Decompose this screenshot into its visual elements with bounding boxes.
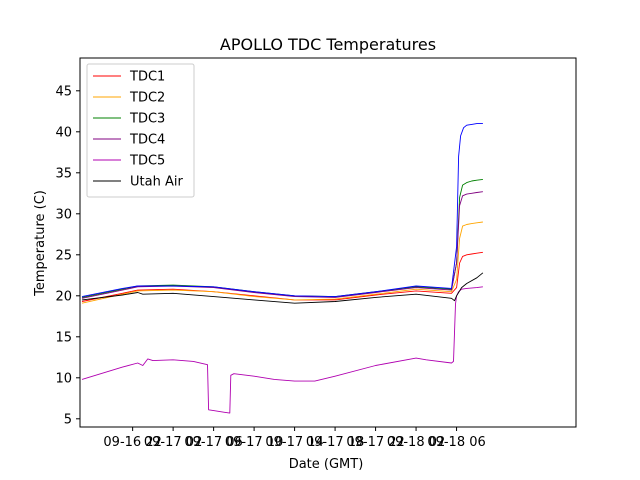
x-tick-label: 09-18 06 <box>427 435 485 450</box>
x-tick-label: 09-17 14 <box>265 435 323 450</box>
x-tick-label: 09-17 18 <box>306 435 364 450</box>
y-tick-label: 35 <box>55 166 72 181</box>
x-tick-label: 09-17 22 <box>346 435 404 450</box>
y-axis-title: Temperature (C) <box>33 190 48 297</box>
legend: TDC1 TDC2 TDC3 TDC4 TDC5 Utah Air <box>86 63 195 198</box>
y-tick-label: 15 <box>55 330 72 345</box>
y-tick-label: 10 <box>55 371 72 386</box>
legend-label-tdc2: TDC2 <box>129 91 165 106</box>
x-tick-label: 09-16 22 <box>103 435 161 450</box>
legend-label-tdc3: TDC3 <box>129 112 165 127</box>
axes-frame <box>79 57 577 428</box>
y-tick-label: 40 <box>55 125 72 140</box>
y-tick-label: 30 <box>55 207 72 222</box>
x-tick-label: 09-17 06 <box>184 435 242 450</box>
series-line-tdc2 <box>81 221 483 304</box>
y-tick-label: 5 <box>64 412 72 427</box>
y-tick-label: 20 <box>55 289 72 304</box>
x-tick-label: 09-17 10 <box>225 435 283 450</box>
legend-label-tdc5: TDC5 <box>129 154 165 169</box>
series-line-utah-air <box>81 272 484 304</box>
y-tick-label: 45 <box>55 84 72 99</box>
legend-label-utah-air: Utah Air <box>130 175 183 190</box>
series-line-tdc1 <box>81 251 483 302</box>
y-tick-label: 25 <box>55 248 72 263</box>
series-layer <box>81 123 484 414</box>
chart-title: APOLLO TDC Temperatures <box>220 35 436 54</box>
legend-label-tdc4: TDC4 <box>129 133 165 148</box>
series-line-unlabeled-6 <box>81 123 483 298</box>
legend-label-tdc1: TDC1 <box>129 70 165 85</box>
x-tick-label: 09-17 02 <box>144 435 202 450</box>
x-tick-label: 09-18 02 <box>387 435 445 450</box>
x-axis-title: Date (GMT) <box>289 457 364 472</box>
